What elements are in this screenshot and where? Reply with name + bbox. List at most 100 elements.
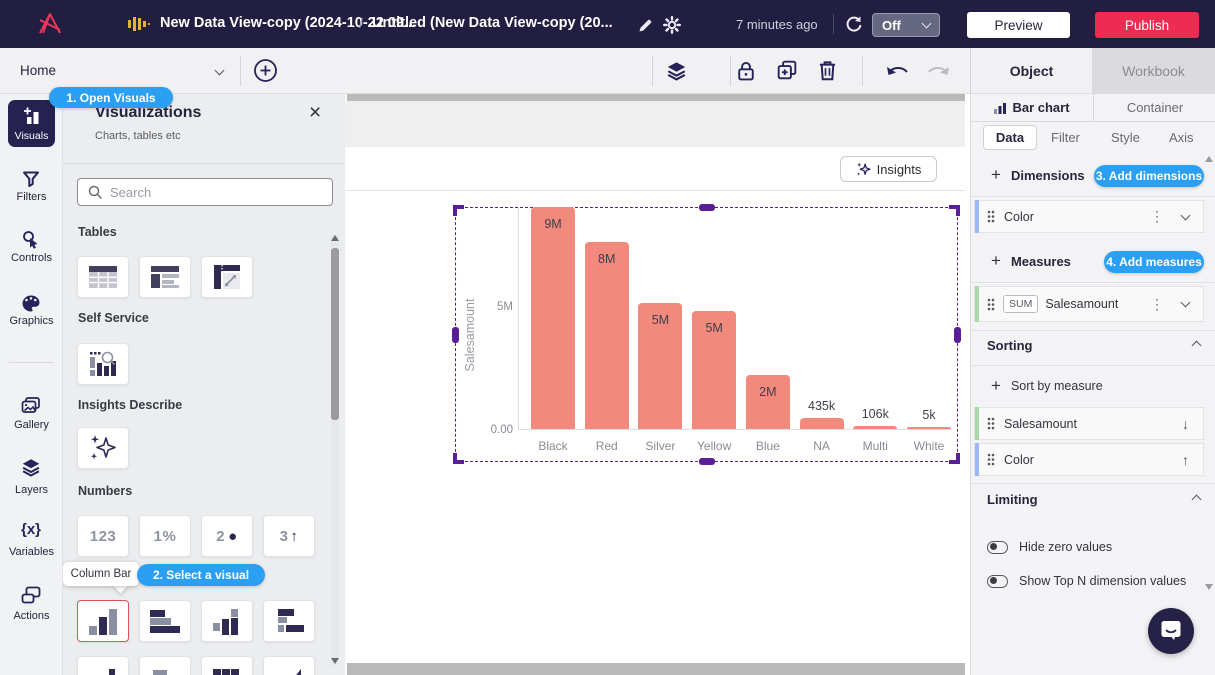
visual-type-card-area[interactable] [263,656,315,675]
auto-refresh-dropdown[interactable]: Off [872,13,940,37]
visual-type-card-histogram[interactable] [201,656,253,675]
sidebar-item-graphics[interactable]: Graphics [9,315,54,327]
preview-button[interactable]: Preview [967,12,1070,38]
layers-icon[interactable] [666,61,687,81]
tab-container[interactable]: Container [1093,94,1215,122]
visual-type-card-bar-grouped[interactable] [263,600,315,642]
drag-handle-icon[interactable] [987,298,995,311]
sidebar-item-layers[interactable]: Layers [14,484,49,496]
visual-type-card-number-trend[interactable]: 3 ↑ [263,515,315,557]
bar-red[interactable] [584,241,629,429]
sidebar-item-filters[interactable]: Filters [16,191,47,203]
delete-trash-icon[interactable] [818,60,837,81]
collapse-icon[interactable] [1191,494,1202,505]
sort-ascending-icon[interactable]: ↑ [1182,451,1189,468]
canvas-scrollbar-horizontal-bottom[interactable] [347,663,965,675]
drag-handle-icon[interactable] [987,453,995,466]
tab-workbook[interactable]: Workbook [1092,48,1215,94]
show-top-n-toggle[interactable] [987,575,1008,588]
sort-by-measure-button[interactable]: + Sort by measure [991,376,1103,396]
panel-scrollbar-track[interactable] [331,234,339,666]
page-selector[interactable]: Home [20,63,57,78]
breadcrumb-current[interactable]: Untitled (New Data View-copy (20... [372,15,613,31]
selection-handle-left[interactable] [452,326,459,343]
tab-filter[interactable]: Filter [1051,130,1080,145]
bar-yellow[interactable] [692,310,737,429]
selected-bar-chart[interactable]: Salesamount 5M 0.00 9M Black 8M Red 5M Silver 5… [452,204,961,465]
graphics-palette-icon[interactable] [22,295,41,312]
scroll-down-icon[interactable] [331,658,339,664]
duplicate-icon[interactable] [777,60,797,80]
selection-handle-top-right[interactable] [949,205,960,216]
layers-stack-icon[interactable] [21,458,41,477]
kebab-menu-icon[interactable]: ⋮ [1150,208,1164,224]
lock-icon[interactable] [737,61,755,81]
sort-row-salesamount[interactable]: Salesamount ↓ [974,407,1204,440]
visual-type-card-self-service[interactable] [77,343,129,385]
bar-na[interactable] [799,418,844,429]
selection-handle-right[interactable] [954,326,961,343]
hide-zero-values-toggle[interactable] [987,541,1008,554]
help-chat-button[interactable] [1148,608,1194,654]
publish-button[interactable]: Publish [1095,12,1199,38]
visual-type-card-column-grouped[interactable] [201,600,253,642]
selection-handle-top[interactable] [698,204,715,211]
scroll-up-icon[interactable] [1205,156,1213,162]
bar-black[interactable] [531,207,575,429]
visual-type-card-table[interactable] [77,256,129,298]
tab-data[interactable]: Data [983,125,1037,150]
tab-style[interactable]: Style [1111,130,1140,145]
kebab-menu-icon[interactable]: ⋮ [1150,295,1164,312]
bar-white[interactable] [907,427,951,429]
visual-type-card-column-small[interactable] [77,656,129,675]
measure-row-salesamount[interactable]: SUM Salesamount ⋮ [974,286,1204,322]
canvas-scrollbar-horizontal-top[interactable] [347,94,965,101]
visual-type-card-number[interactable]: 123 [77,515,129,557]
edit-pencil-icon[interactable] [638,17,654,33]
visual-type-card-insights-describe[interactable] [77,427,129,469]
filters-funnel-icon[interactable] [23,171,40,188]
limiting-section-header[interactable]: Limiting [987,492,1202,507]
add-object-icon[interactable] [253,58,278,83]
sort-descending-icon[interactable]: ↓ [1182,415,1189,432]
selection-handle-bottom-right[interactable] [949,453,960,464]
selection-handle-bottom-left[interactable] [453,453,464,464]
chevron-down-icon[interactable] [1180,210,1191,220]
settings-gear-icon[interactable] [663,16,681,34]
workbook-canvas[interactable]: Insights Salesamount 5M 0.00 9M Black 8M Red… [345,94,970,675]
tab-axis[interactable]: Axis [1169,130,1194,145]
bar-multi[interactable] [853,426,898,429]
close-icon[interactable]: × [309,101,322,124]
scroll-down-icon[interactable] [1205,584,1213,590]
panel-scrollbar-thumb[interactable] [331,248,339,420]
tab-bar-chart[interactable]: Bar chart [971,94,1093,122]
breadcrumb-parent[interactable]: New Data View-copy (2024-10-22 09... [160,15,417,31]
drag-handle-icon[interactable] [987,210,995,223]
sidebar-item-controls[interactable]: Controls [11,252,52,264]
refresh-icon[interactable] [845,15,863,33]
controls-pointer-icon[interactable] [22,230,41,249]
selection-handle-bottom[interactable] [698,458,715,465]
sidebar-item-actions[interactable]: Actions [13,610,50,622]
bar-blue[interactable] [745,374,790,429]
search-input[interactable] [110,180,325,204]
insights-button[interactable]: Insights [840,156,937,182]
add-dimensions-button[interactable]: + Dimensions [991,165,1085,185]
visual-type-card-table-rows[interactable] [139,256,191,298]
drag-handle-icon[interactable] [987,417,995,430]
sort-row-color[interactable]: Color ↑ [974,443,1204,476]
bar-silver[interactable] [638,303,683,429]
add-measures-button[interactable]: + Measures [991,251,1071,271]
tab-object[interactable]: Object [970,48,1092,94]
aggregation-chip[interactable]: SUM [1003,295,1039,313]
dimension-row-color[interactable]: Color ⋮ [974,200,1204,233]
sidebar-item-variables[interactable]: Variables [8,546,55,558]
sidebar-item-gallery[interactable]: Gallery [14,419,49,431]
chevron-down-icon[interactable] [1180,297,1191,308]
visual-type-card-number-dot[interactable]: 2 ● [201,515,253,557]
visual-type-card-bar-stacked[interactable] [139,600,191,642]
visual-type-card-column-bar[interactable] [77,600,129,642]
visual-type-card-percent[interactable]: 1% [139,515,191,557]
actions-shapes-icon[interactable] [21,586,41,604]
selection-handle-top-left[interactable] [453,205,464,216]
